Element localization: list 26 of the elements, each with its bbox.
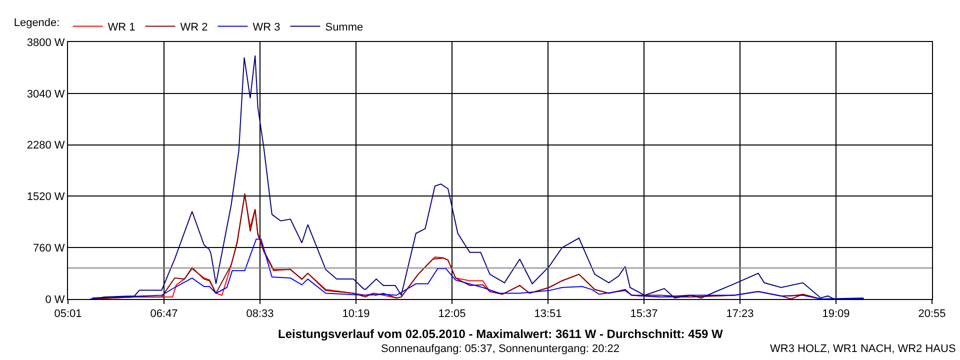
legend-title: Legende: xyxy=(14,17,60,30)
legend-label: Summe xyxy=(325,22,364,34)
text: Sonnenaufgang: 05:37, Sonnenuntergang: 20:22 xyxy=(381,343,620,355)
x-tick-label: 05:01 xyxy=(54,308,82,320)
y-tick-label: 3800 W xyxy=(26,36,66,49)
line-series xyxy=(92,238,864,299)
line-series xyxy=(89,55,864,299)
x-tick-label: 17:23 xyxy=(726,308,754,320)
y-tick-label: 760 W xyxy=(33,242,66,254)
x-tick-label: 20:55 xyxy=(918,308,946,320)
y-tick-label: 0 W xyxy=(45,294,66,306)
x-tick-label: 10:19 xyxy=(342,308,370,320)
y-tick-label: 3040 W xyxy=(26,88,66,100)
legend-label: WR 3 xyxy=(252,22,280,34)
text: Leistungsverlauf vom 02.05.2010 - Maximalwert: 3611 W - Durchschnitt: 459 W xyxy=(278,327,724,341)
x-tick-label: 06:47 xyxy=(150,308,178,320)
text: WR3 HOLZ, WR1 NACH, WR2 HAUS xyxy=(770,343,956,355)
x-tick-label: 13:51 xyxy=(534,308,562,320)
legend-label: WR 2 xyxy=(180,22,208,34)
legend-label: WR 1 xyxy=(108,22,136,34)
y-tick-label: 2280 W xyxy=(26,140,66,152)
x-tick-label: 19:09 xyxy=(822,308,850,320)
y-tick-label: 1520 W xyxy=(26,191,66,204)
x-tick-label: 08:33 xyxy=(246,308,274,320)
x-tick-label: 15:37 xyxy=(630,308,658,320)
x-tick-label: 12:05 xyxy=(438,308,466,320)
